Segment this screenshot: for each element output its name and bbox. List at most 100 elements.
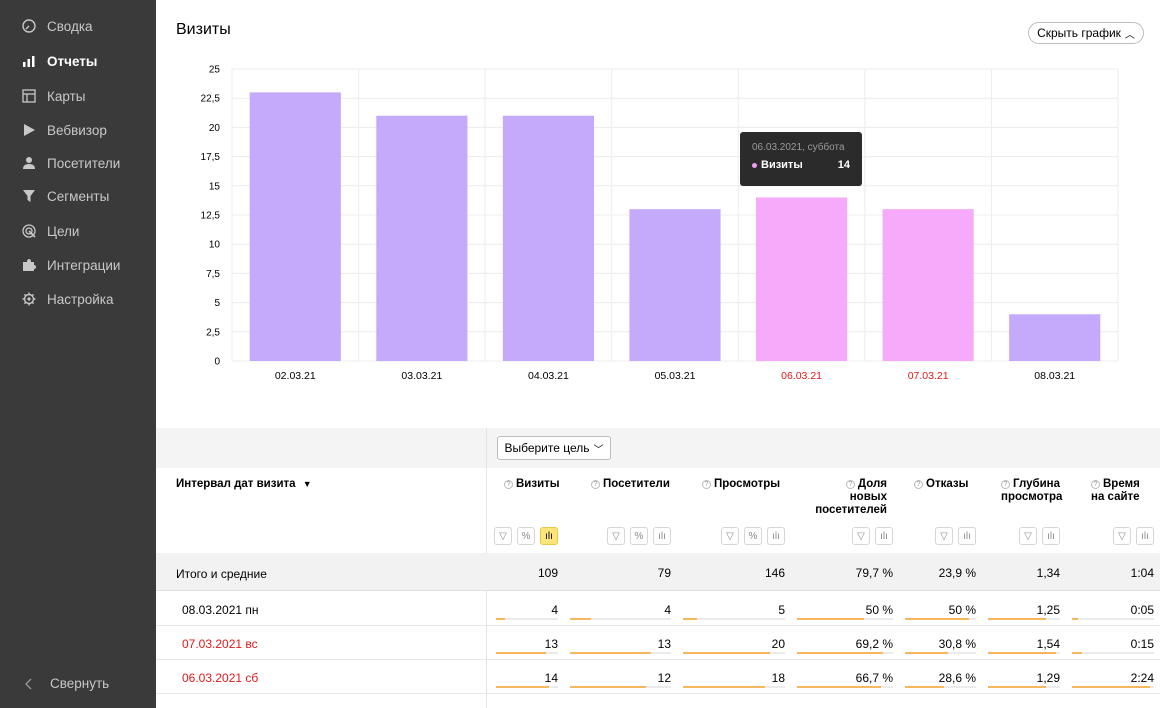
column-header-label: Отказы: [926, 478, 969, 490]
table-cell: 50 %: [865, 603, 893, 617]
collapse-sidebar-button[interactable]: Свернуть: [22, 676, 109, 691]
column-header[interactable]: ? Посетители: [591, 478, 670, 491]
column-header[interactable]: ? Доля новых посетителей: [815, 478, 887, 517]
value-bar: [905, 618, 976, 620]
table-cell: 13: [544, 637, 558, 651]
value-bar: [1072, 686, 1154, 688]
filter-icon[interactable]: ▽: [1113, 527, 1131, 545]
bar-chart-icon[interactable]: ılı: [767, 527, 785, 545]
column-header[interactable]: ? Глубина просмотра: [1001, 478, 1062, 504]
sidebar-item-segments[interactable]: Сегменты: [0, 183, 156, 209]
bar-chart-icon[interactable]: ılı: [653, 527, 671, 545]
column-header-label: Просмотры: [714, 478, 781, 490]
help-icon[interactable]: ?: [845, 480, 855, 489]
value-bar-fill: [905, 652, 948, 654]
filter-icon: [22, 189, 36, 203]
bar-chart-icon[interactable]: ılı: [958, 527, 976, 545]
column-header[interactable]: ? Просмотры: [702, 478, 780, 491]
bar-chart-icon[interactable]: ılı: [1042, 527, 1060, 545]
user-icon: [22, 156, 36, 170]
goal-select[interactable]: Выберите цель ﹀: [497, 436, 611, 460]
target-icon: [22, 224, 36, 238]
percent-icon[interactable]: %: [744, 527, 762, 545]
x-tick-label: 05.03.21: [655, 370, 696, 382]
chevron-up-icon: ︿: [1124, 29, 1135, 41]
column-header-label: Время: [1103, 478, 1140, 490]
bar-chart-icon[interactable]: ılı: [875, 527, 893, 545]
percent-icon[interactable]: %: [517, 527, 535, 545]
row-label: Итого и средние: [176, 567, 267, 581]
puzzle-icon: [22, 258, 36, 272]
sidebar-item-reports[interactable]: Отчеты: [0, 48, 156, 74]
table-row[interactable]: 07.03.2021 вс 13 13 20 69,2 % 30,8 % 1,54 0:15: [156, 626, 1160, 660]
value-bar: [797, 618, 893, 620]
help-icon[interactable]: ?: [1091, 480, 1100, 489]
table-row[interactable]: 06.03.2021 сб 14 12 18 66,7 % 28,6 % 1,29 2:24: [156, 660, 1160, 694]
goal-band: [156, 428, 1160, 468]
value-bar: [496, 686, 558, 688]
help-icon[interactable]: ?: [504, 480, 513, 489]
value-bar-fill: [905, 686, 945, 688]
sidebar-item-maps[interactable]: Карты: [0, 83, 156, 109]
value-bar: [683, 686, 785, 688]
value-bar: [570, 652, 671, 654]
sidebar-item-webvisor[interactable]: Вебвизор: [0, 117, 156, 143]
map-grid-icon: [22, 89, 36, 103]
table-cell: 5: [778, 603, 785, 617]
help-icon[interactable]: ?: [591, 480, 600, 489]
value-bar-fill: [683, 618, 698, 620]
sidebar-item-summary[interactable]: Сводка: [0, 13, 156, 39]
group-header[interactable]: Интервал дат визита ▼: [176, 478, 312, 490]
value-bar: [988, 686, 1060, 688]
column-header-label: посетителей: [815, 504, 887, 516]
sidebar-item-label: Карты: [47, 88, 86, 104]
sidebar-item-integrations[interactable]: Интеграции: [0, 252, 156, 278]
sidebar: Сводка Отчеты Карты Вебвизор Посетители …: [0, 0, 156, 708]
table-cell: 28,6 %: [938, 671, 976, 685]
table-cell: 20: [771, 637, 785, 651]
table-row[interactable]: 08.03.2021 пн 4 4 5 50 % 50 % 1,25 0:05: [156, 592, 1160, 626]
sidebar-item-visitors[interactable]: Посетители: [0, 150, 156, 176]
x-tick-label: 07.03.21: [908, 370, 949, 382]
column-header[interactable]: ? Отказы: [914, 478, 968, 491]
chart-bar: [502, 115, 594, 361]
y-tick-label: 10: [209, 240, 221, 251]
row-label[interactable]: 07.03.2021 вс: [182, 637, 258, 651]
filter-icon[interactable]: ▽: [935, 527, 953, 545]
column-header[interactable]: ? Время на сайте: [1091, 478, 1140, 504]
sidebar-item-label: Настройка: [47, 291, 114, 307]
value-bar-fill: [797, 686, 881, 688]
group-header-label: Интервал дат визита: [176, 478, 296, 490]
filter-icon[interactable]: ▽: [494, 527, 512, 545]
help-icon[interactable]: ?: [702, 480, 711, 489]
filter-icon[interactable]: ▽: [852, 527, 870, 545]
row-label[interactable]: 08.03.2021 пн: [182, 603, 259, 617]
bar-chart-icon[interactable]: ılı: [1136, 527, 1154, 545]
value-bar-fill: [683, 686, 765, 688]
chevron-down-icon: ﹀: [593, 444, 604, 456]
help-icon[interactable]: ?: [1001, 480, 1010, 489]
value-bar-fill: [570, 618, 592, 620]
sidebar-item-settings[interactable]: Настройка: [0, 286, 156, 312]
filter-icon[interactable]: ▽: [607, 527, 625, 545]
filter-icon[interactable]: ▽: [1019, 527, 1037, 545]
tooltip-date: 06.03.2021, суббота: [752, 142, 845, 153]
chart-bar: [376, 115, 468, 361]
hide-chart-button[interactable]: Скрыть график ︿: [1028, 22, 1144, 44]
chart-bar: [756, 197, 848, 361]
chevron-left-icon: [22, 677, 36, 691]
row-label[interactable]: 06.03.2021 сб: [182, 671, 259, 685]
sidebar-item-goals[interactable]: Цели: [0, 218, 156, 244]
value-bar: [797, 652, 893, 654]
value-bar-fill: [1072, 686, 1150, 688]
table-cell: 13: [657, 637, 671, 651]
help-icon[interactable]: ?: [914, 480, 923, 489]
collapse-label: Свернуть: [50, 676, 110, 691]
percent-icon[interactable]: %: [630, 527, 648, 545]
value-bar: [683, 618, 785, 620]
column-header[interactable]: ? Визиты: [504, 478, 560, 491]
table-cell: 14: [544, 671, 558, 685]
bar-chart-icon[interactable]: ılı: [540, 527, 558, 545]
value-bar-fill: [797, 618, 865, 620]
filter-icon[interactable]: ▽: [721, 527, 739, 545]
